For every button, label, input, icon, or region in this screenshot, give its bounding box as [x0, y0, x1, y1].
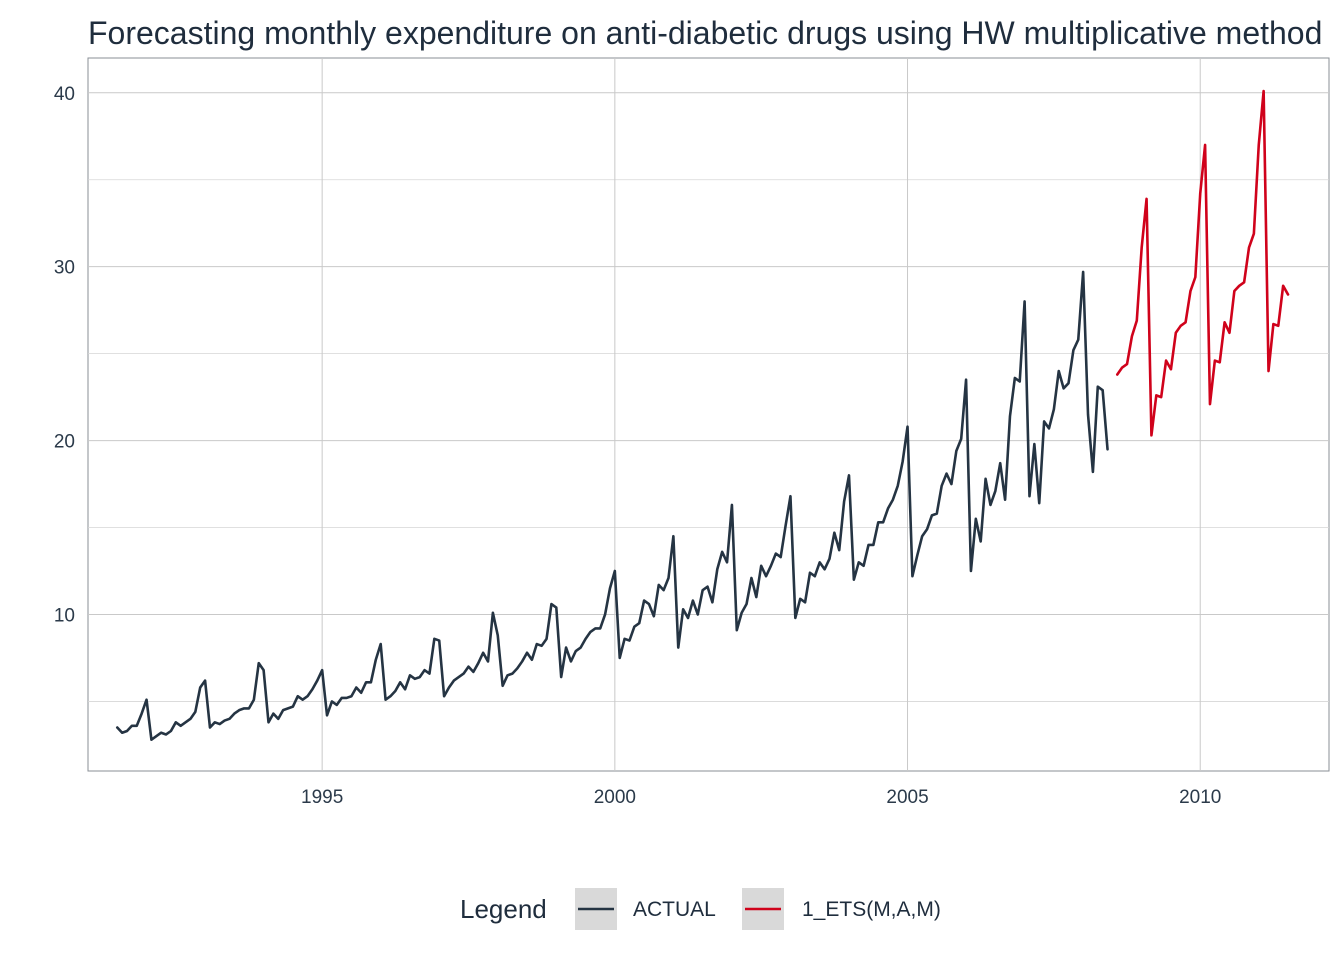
chart-title: Forecasting monthly expenditure on anti-… — [88, 15, 1322, 51]
series-line-actual — [115, 270, 1109, 742]
plot-panel — [87, 57, 1330, 772]
y-tick-label: 20 — [54, 432, 75, 453]
y-axis: 10 20 30 40 — [54, 84, 75, 627]
y-tick-label: 30 — [54, 258, 75, 279]
legend-label-forecast: 1_ETS(M,A,M) — [802, 898, 941, 921]
y-tick-label: 40 — [54, 84, 75, 105]
legend-title: Legend — [460, 894, 547, 924]
y-tick-label: 10 — [54, 605, 75, 626]
x-tick-label: 2000 — [594, 787, 636, 808]
x-tick-label: 1995 — [301, 787, 343, 808]
legend-label-actual: ACTUAL — [633, 898, 716, 921]
x-tick-label: 2005 — [886, 787, 928, 808]
x-tick-label: 2010 — [1179, 787, 1221, 808]
x-axis: 1995 2000 2005 2010 — [301, 787, 1221, 808]
series-line-forecast — [1115, 89, 1290, 437]
legend: Legend ACTUAL 1_ETS(M,A,M) — [460, 888, 941, 930]
grid — [88, 58, 1329, 771]
series-layer — [115, 89, 1290, 742]
